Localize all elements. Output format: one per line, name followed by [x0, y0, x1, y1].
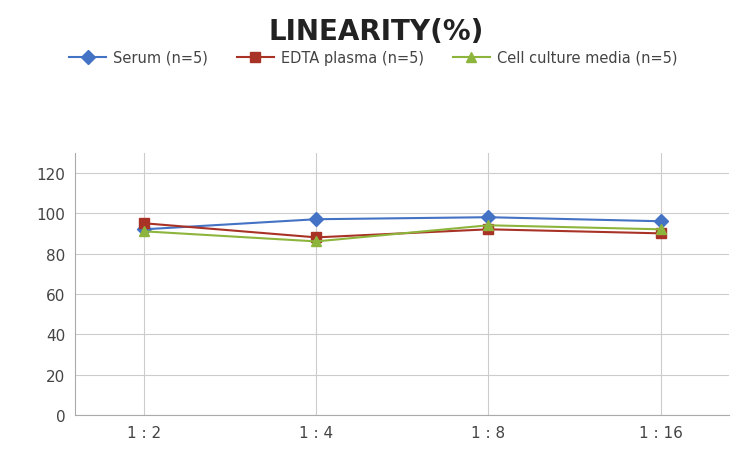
Serum (n=5) — [484, 215, 493, 221]
Line: Cell culture media (n=5): Cell culture media (n=5) — [139, 221, 666, 247]
Line: Serum (n=5): Serum (n=5) — [139, 213, 666, 235]
Line: EDTA plasma (n=5): EDTA plasma (n=5) — [139, 219, 666, 243]
Legend: Serum (n=5), EDTA plasma (n=5), Cell culture media (n=5): Serum (n=5), EDTA plasma (n=5), Cell cul… — [69, 51, 678, 66]
Cell culture media (n=5) — [312, 239, 321, 244]
Serum (n=5) — [140, 227, 149, 233]
Text: LINEARITY(%): LINEARITY(%) — [268, 18, 484, 46]
EDTA plasma (n=5) — [312, 235, 321, 240]
EDTA plasma (n=5) — [484, 227, 493, 233]
Serum (n=5) — [656, 219, 665, 225]
EDTA plasma (n=5) — [140, 221, 149, 226]
Serum (n=5) — [312, 217, 321, 222]
Cell culture media (n=5) — [656, 227, 665, 233]
EDTA plasma (n=5) — [656, 231, 665, 236]
Cell culture media (n=5) — [140, 229, 149, 235]
Cell culture media (n=5) — [484, 223, 493, 229]
